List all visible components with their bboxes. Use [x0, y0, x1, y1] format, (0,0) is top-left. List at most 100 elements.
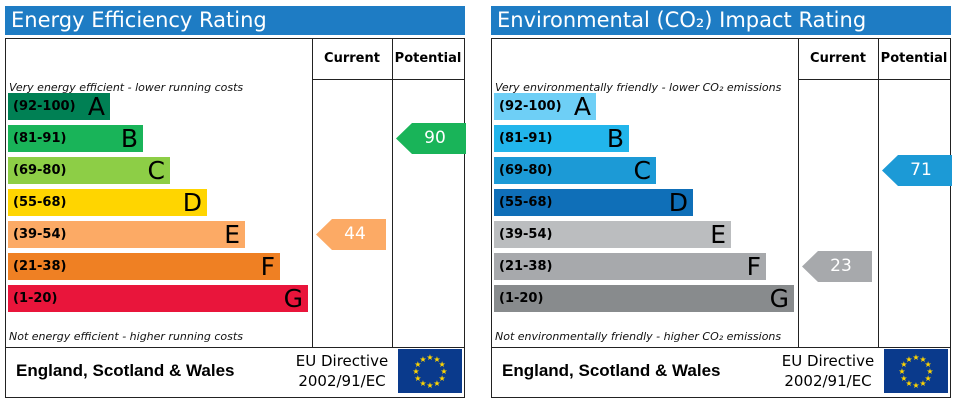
- eu-star-icon: ★: [919, 379, 926, 388]
- footer-directive: EU Directive 2002/91/EC: [774, 351, 882, 391]
- eu-star-icon: ★: [412, 367, 419, 376]
- band-range: (92-100): [499, 99, 562, 114]
- current-column-divider: [798, 39, 799, 347]
- potential-column-divider: [878, 39, 879, 347]
- eu-star-icon: ★: [912, 381, 919, 390]
- band-letter: F: [260, 252, 275, 281]
- current-rating-value: 23: [830, 256, 852, 276]
- eu-star-icon: ★: [900, 360, 907, 369]
- eu-star-icon: ★: [925, 360, 932, 369]
- header-divider: [312, 79, 464, 80]
- eu-star-icon: ★: [414, 374, 421, 383]
- current-arrow-shape: [802, 251, 872, 282]
- rating-band-g: (1-20) G: [494, 284, 794, 313]
- eu-star-icon: ★: [440, 367, 447, 376]
- rating-band-d: (55-68) D: [8, 188, 207, 217]
- environmental-impact-panel: Environmental (CO₂) Impact Rating Current…: [491, 6, 953, 398]
- band-letter: E: [710, 220, 726, 249]
- band-range: (21-38): [499, 259, 553, 274]
- eu-star-icon: ★: [419, 379, 426, 388]
- eu-star-icon: ★: [926, 367, 933, 376]
- potential-column-header: Potential: [880, 51, 948, 66]
- band-range: (92-100): [13, 99, 76, 114]
- potential-column-header: Potential: [394, 51, 462, 66]
- potential-arrow-shape: [396, 123, 466, 154]
- current-rating-arrow: 44: [316, 219, 386, 250]
- rating-band-c: (69-80) C: [8, 156, 170, 185]
- eu-star-icon: ★: [414, 360, 421, 369]
- rating-band-b: (81-91) B: [494, 124, 629, 153]
- band-letter: G: [769, 284, 789, 313]
- eu-star-icon: ★: [419, 355, 426, 364]
- eu-star-icon: ★: [433, 379, 440, 388]
- band-range: (81-91): [13, 131, 67, 146]
- directive-line-2: 2002/91/EC: [784, 372, 872, 390]
- eu-star-icon: ★: [439, 374, 446, 383]
- eu-star-icon: ★: [898, 367, 905, 376]
- rating-table: Current Potential Very energy efficient - …: [5, 38, 466, 398]
- band-letter: E: [224, 220, 240, 249]
- rating-band-a: (92-100) A: [8, 92, 110, 121]
- rating-band-c: (69-80) C: [494, 156, 656, 185]
- directive-line-1: EU Directive: [781, 352, 875, 370]
- current-rating-arrow: 23: [802, 251, 872, 282]
- band-range: (69-80): [499, 163, 553, 178]
- potential-arrow-shape: [882, 155, 952, 186]
- band-letter: B: [606, 124, 624, 153]
- rating-band-f: (21-38) F: [8, 252, 280, 281]
- energy-efficiency-panel: Energy Efficiency Rating Current Potential…: [5, 6, 467, 398]
- eu-star-icon: ★: [925, 374, 932, 383]
- bottom-scale-note: Not environmentally friendly - higher CO…: [495, 330, 782, 343]
- eu-flag-icon: ★ ★ ★ ★ ★ ★ ★ ★ ★ ★ ★ ★: [398, 349, 462, 393]
- eu-star-icon: ★: [439, 360, 446, 369]
- band-letter: A: [87, 92, 105, 121]
- band-letter: B: [120, 124, 138, 153]
- potential-rating-value: 71: [910, 160, 932, 180]
- directive-line-1: EU Directive: [295, 352, 389, 370]
- top-scale-note: Very energy efficient - lower running co…: [9, 81, 244, 94]
- band-letter: C: [147, 156, 165, 185]
- band-letter: D: [182, 188, 202, 217]
- band-letter: F: [746, 252, 761, 281]
- current-column-header: Current: [810, 51, 866, 66]
- band-letter: A: [573, 92, 591, 121]
- band-range: (55-68): [499, 195, 553, 210]
- current-arrow-shape: [316, 219, 386, 250]
- footer-region: England, Scotland & Wales: [502, 361, 721, 380]
- current-column-divider: [312, 39, 313, 347]
- eu-star-icon: ★: [900, 374, 907, 383]
- rating-table: Current Potential Very environmentally fri…: [491, 38, 952, 398]
- band-letter: D: [668, 188, 688, 217]
- band-range: (69-80): [13, 163, 67, 178]
- directive-line-2: 2002/91/EC: [298, 372, 386, 390]
- band-letter: C: [633, 156, 651, 185]
- eu-star-icon: ★: [433, 355, 440, 364]
- band-range: (39-54): [13, 227, 67, 242]
- potential-column-divider: [392, 39, 393, 347]
- footer-region: England, Scotland & Wales: [16, 361, 235, 380]
- rating-band-d: (55-68) D: [494, 188, 693, 217]
- eu-star-icon: ★: [426, 353, 433, 362]
- eu-star-icon: ★: [912, 353, 919, 362]
- footer-divider: [492, 347, 950, 348]
- eu-flag-icon: ★ ★ ★ ★ ★ ★ ★ ★ ★ ★ ★ ★: [884, 349, 948, 393]
- potential-rating-arrow: 90: [396, 123, 466, 154]
- footer-directive: EU Directive 2002/91/EC: [288, 351, 396, 391]
- footer-divider: [6, 347, 464, 348]
- band-range: (39-54): [499, 227, 553, 242]
- band-range: (1-20): [499, 291, 544, 306]
- band-range: (81-91): [499, 131, 553, 146]
- bottom-scale-note: Not energy efficient - higher running co…: [9, 330, 243, 343]
- rating-band-e: (39-54) E: [494, 220, 731, 249]
- current-column-header: Current: [324, 51, 380, 66]
- panel-title: Environmental (CO₂) Impact Rating: [491, 6, 951, 35]
- rating-band-b: (81-91) B: [8, 124, 143, 153]
- eu-star-icon: ★: [919, 355, 926, 364]
- potential-rating-value: 90: [424, 128, 446, 148]
- panel-title: Energy Efficiency Rating: [5, 6, 465, 35]
- top-scale-note: Very environmentally friendly - lower CO…: [495, 81, 782, 94]
- header-divider: [798, 79, 950, 80]
- eu-star-icon: ★: [426, 381, 433, 390]
- current-rating-value: 44: [344, 224, 366, 244]
- band-range: (55-68): [13, 195, 67, 210]
